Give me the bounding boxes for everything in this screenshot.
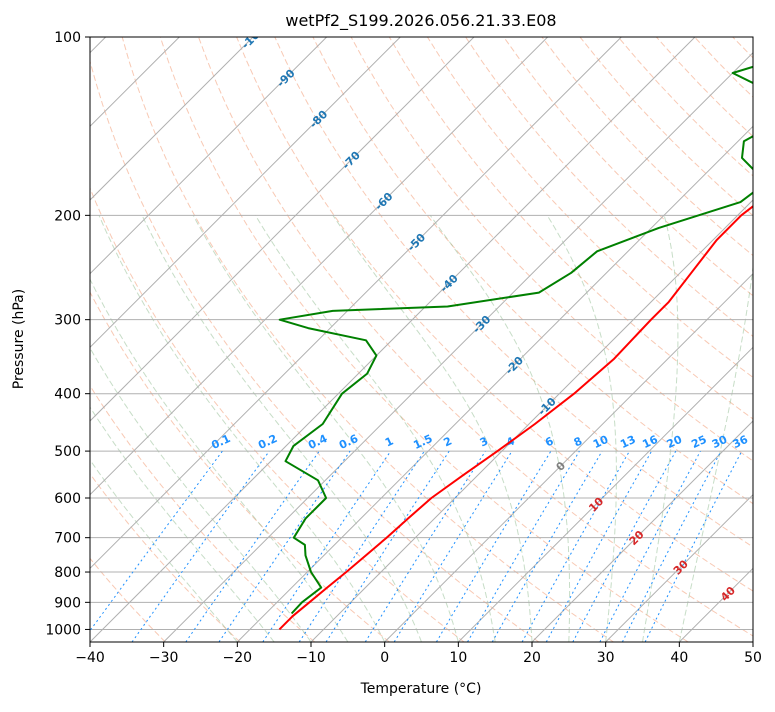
y-tick-label: 200 <box>54 208 81 224</box>
x-tick-label: 20 <box>523 650 541 666</box>
y-tick-label: 700 <box>54 531 81 547</box>
y-tick-label: 1000 <box>45 622 81 638</box>
x-tick-label: −10 <box>296 650 326 666</box>
x-axis-label: Temperature (°C) <box>360 681 482 697</box>
y-tick-label: 300 <box>54 313 81 329</box>
x-tick-label: 0 <box>380 650 389 666</box>
y-tick-label: 400 <box>54 387 81 403</box>
y-tick-label: 900 <box>54 595 81 611</box>
x-tick-label: 40 <box>670 650 688 666</box>
y-tick-label: 600 <box>54 491 81 507</box>
x-tick-label: −20 <box>223 650 253 666</box>
x-tick-label: −30 <box>149 650 179 666</box>
x-tick-label: −40 <box>75 650 105 666</box>
chart-title: wetPf2_S199.2026.056.21.33.E08 <box>285 11 556 31</box>
x-tick-label: 30 <box>597 650 615 666</box>
y-axis-label: Pressure (hPa) <box>11 289 27 389</box>
y-tick-label: 100 <box>54 30 81 46</box>
x-tick-label: 50 <box>744 650 762 666</box>
x-tick-label: 10 <box>449 650 467 666</box>
y-tick-label: 500 <box>54 444 81 460</box>
y-tick-label: 800 <box>54 565 81 581</box>
